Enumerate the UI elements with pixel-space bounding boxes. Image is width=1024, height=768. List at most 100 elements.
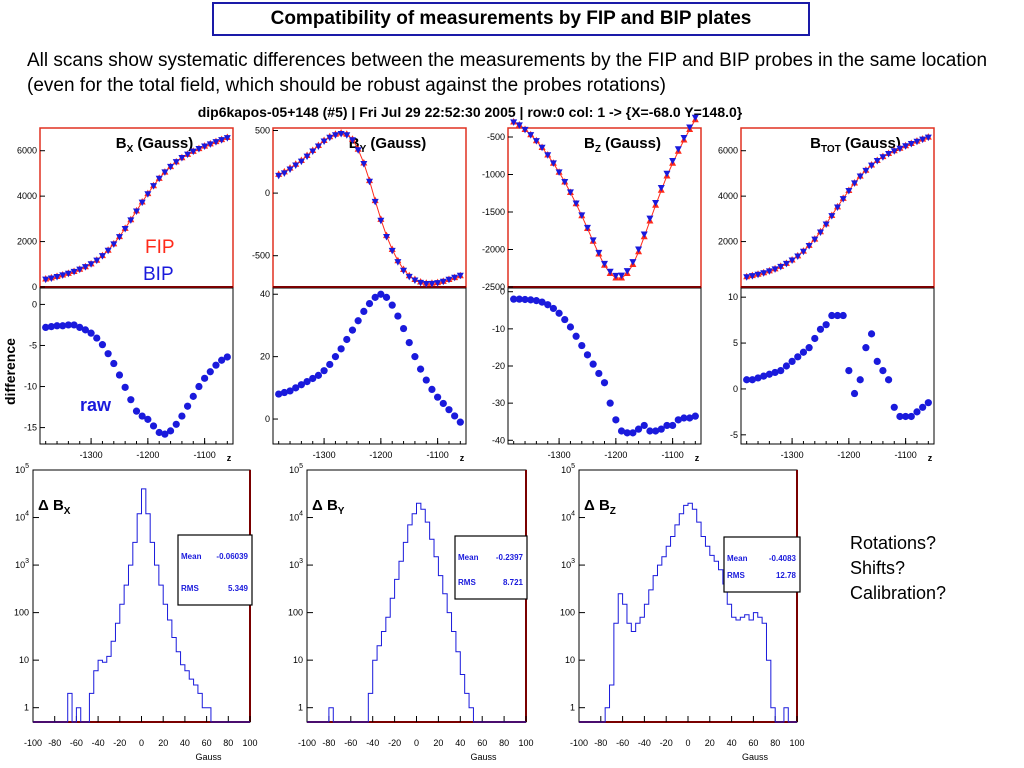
difference-point <box>521 295 529 304</box>
difference-point <box>195 382 203 391</box>
difference-point <box>617 427 626 435</box>
difference-point <box>121 383 129 391</box>
bip-point <box>532 138 540 145</box>
difference-point <box>439 399 447 408</box>
bip-point <box>292 162 300 170</box>
difference-point <box>343 335 351 344</box>
bip-point <box>669 158 677 165</box>
difference-point <box>76 323 84 332</box>
bip-legend-label: BIP <box>143 264 174 285</box>
bip-point <box>394 259 402 266</box>
bip-point <box>555 169 563 176</box>
stats-mean-value: -0.2397 <box>496 553 524 562</box>
difference-point <box>566 323 575 331</box>
y-tick-label: -1000 <box>482 170 505 180</box>
bip-point <box>618 272 626 280</box>
difference-point <box>365 300 374 308</box>
bip-point <box>765 268 773 275</box>
diff-y-tick-label: -30 <box>492 398 505 408</box>
bip-point <box>623 268 631 275</box>
hist-x-axis-label: Gauss <box>470 752 497 762</box>
hist-y-tick-label: 10 <box>565 655 575 665</box>
hist-x-tick-label: -80 <box>594 738 607 748</box>
diff-y-tick-label: 10 <box>728 292 738 302</box>
x-tick-label: -1100 <box>193 450 215 460</box>
hist-x-tick-label: 60 <box>202 738 212 748</box>
stats-mean-value: -0.4083 <box>769 554 797 563</box>
bip-point <box>896 145 904 153</box>
bip-point <box>589 237 597 244</box>
difference-point <box>451 412 459 420</box>
difference-point <box>138 412 146 420</box>
diff-y-tick-label: 0 <box>733 384 738 394</box>
hist-y-tick-label: 104 <box>561 511 575 523</box>
difference-point <box>348 326 357 334</box>
bip-point <box>309 148 317 156</box>
hist-y-tick-label: 1 <box>24 703 29 713</box>
difference-point <box>884 376 893 384</box>
x-tick-label: -1200 <box>837 450 860 460</box>
bip-point <box>383 234 391 241</box>
hist-x-tick-label: -80 <box>322 738 335 748</box>
bip-point <box>320 138 328 146</box>
difference-point <box>399 324 408 333</box>
bip-point <box>561 179 569 186</box>
bip-point <box>81 264 89 271</box>
bip-point <box>595 249 603 257</box>
bip-point <box>527 132 535 139</box>
bip-point <box>816 229 824 236</box>
hist-step-line <box>579 502 797 723</box>
bip-point <box>297 158 305 166</box>
panel-title: BTOT (Gauss) <box>810 135 901 155</box>
difference-point <box>428 385 436 393</box>
bip-point <box>47 275 55 282</box>
bip-point <box>748 273 756 280</box>
difference-point <box>907 412 915 421</box>
bip-point <box>799 248 807 256</box>
difference-point <box>360 307 368 315</box>
diff-y-tick-label: -10 <box>492 324 505 334</box>
panel-frame-top <box>507 127 702 288</box>
bip-point <box>337 131 345 138</box>
difference-point <box>70 321 78 329</box>
hist-x-tick-label: -60 <box>70 738 83 748</box>
difference-point <box>172 420 180 428</box>
difference-point <box>532 297 540 305</box>
bip-point <box>674 146 682 153</box>
difference-point <box>839 311 847 320</box>
scan-panel-bz: -2500 -2000 -1500 -1000 -500 -40 -30 -20 -10 0 -13… <box>482 114 702 463</box>
panel-frame-bottom <box>272 287 467 445</box>
bip-point <box>805 243 813 250</box>
bip-point <box>924 134 932 142</box>
difference-axis-label: difference <box>2 338 18 405</box>
title-main: B <box>349 135 360 152</box>
y-tick-label: 4000 <box>17 191 37 201</box>
difference-point <box>748 376 756 384</box>
difference-point <box>297 381 305 389</box>
hist-y-tick-label: 10 <box>293 655 303 665</box>
bip-point <box>913 138 921 146</box>
difference-point <box>913 408 921 416</box>
difference-point <box>651 427 660 435</box>
questions: Rotations? Shifts? Calibration? <box>850 531 946 606</box>
stats-mean-label: Mean <box>181 552 202 561</box>
bip-point <box>127 217 135 224</box>
bip-point <box>280 170 288 177</box>
tick-exponent: 3 <box>299 558 303 565</box>
stats-rms-value: 12.78 <box>776 571 797 580</box>
panel-title: BZ (Gauss) <box>584 135 661 155</box>
bip-point <box>434 280 442 287</box>
difference-point <box>771 368 779 377</box>
x-tick-label: -1200 <box>604 450 627 460</box>
title-subscript: Y <box>360 144 367 155</box>
hist-x-tick-label: -20 <box>388 738 401 748</box>
tick-base: 10 <box>15 513 25 523</box>
scan-panel-by: -500 0 500 0 20 40 -1300 -1200 -1100 z BY (Gauss) <box>252 126 467 463</box>
bip-point <box>411 277 419 284</box>
difference-point <box>657 425 665 433</box>
difference-point <box>189 392 197 400</box>
bip-point <box>189 148 197 156</box>
hist-x-tick-label: -100 <box>570 738 588 748</box>
